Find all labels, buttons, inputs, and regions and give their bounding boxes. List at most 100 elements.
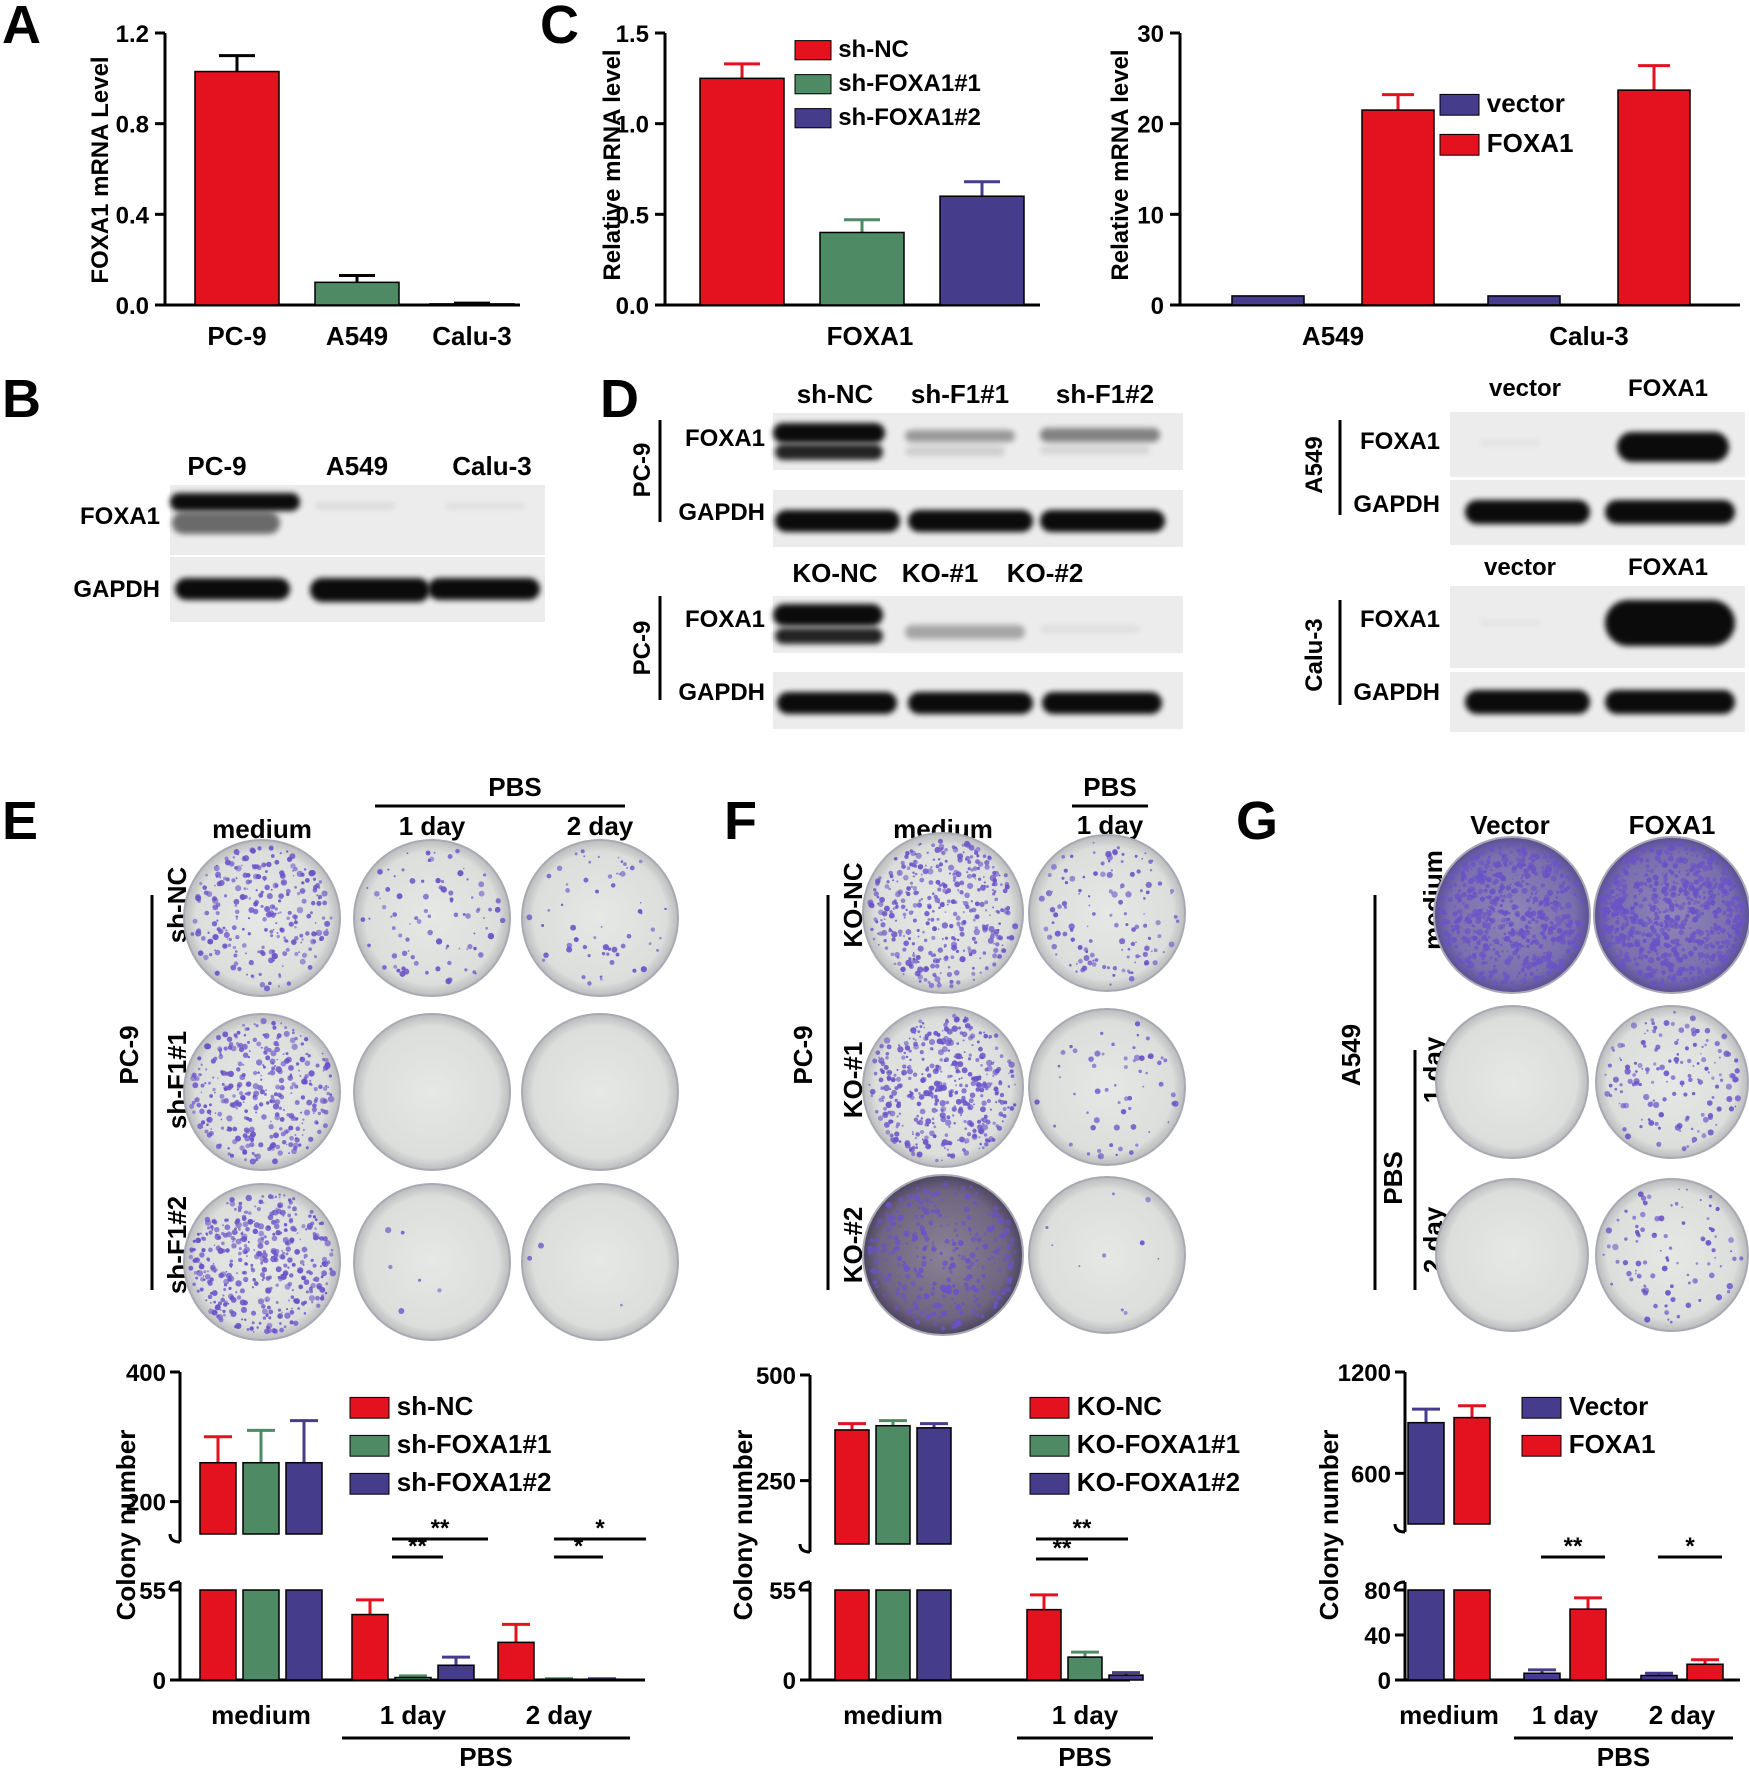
colony-dot [976, 854, 980, 858]
colony-dot [1618, 948, 1621, 951]
colony-dot [993, 947, 999, 953]
colony-dot [947, 1153, 951, 1157]
x-tick-label: 1 day [380, 1700, 447, 1730]
colony-dot [1463, 876, 1468, 880]
colony-dot [204, 1082, 207, 1085]
colony-dot [304, 877, 310, 883]
colony-dot [1707, 903, 1711, 907]
colony-dot [1078, 1265, 1081, 1267]
colony-dot [1486, 876, 1492, 883]
colony-dot [252, 1037, 258, 1043]
side-label: PC-9 [629, 621, 656, 676]
colony-dot [1659, 983, 1666, 989]
colony-dot [977, 1075, 982, 1079]
colony-dot [1653, 1062, 1657, 1066]
colony-dot [888, 928, 893, 933]
colony-dot [981, 1124, 989, 1131]
colony-dot [238, 1201, 243, 1206]
colony-dot [458, 947, 461, 950]
error-bar [247, 1428, 275, 1463]
colony-dot [1055, 953, 1058, 956]
colony-dot [1619, 1083, 1623, 1087]
colony-dot [927, 1089, 933, 1095]
colony-dot [270, 888, 273, 891]
colony-dot [1486, 909, 1489, 912]
colony-dot [315, 929, 323, 937]
colony-dot [1126, 955, 1130, 959]
colony-dot [282, 1108, 286, 1112]
colony-dot [1646, 877, 1652, 883]
bar-FOXA1 [1361, 109, 1435, 306]
colony-dot [305, 1146, 309, 1150]
colony-dot [208, 1230, 213, 1235]
colony-dot [909, 1090, 912, 1093]
legend-label: sh-FOXA1#2 [397, 1467, 552, 1497]
colony-dot [948, 1090, 953, 1095]
colony-dot [208, 952, 213, 957]
colony-dot [453, 912, 459, 918]
colony-dot [212, 933, 219, 941]
colony-dot [1625, 919, 1630, 923]
colony-dot [915, 1025, 918, 1029]
colony-dot [1673, 1056, 1680, 1063]
colony-dot [941, 1042, 945, 1045]
colony-dot [920, 1117, 924, 1120]
colony-dot [1650, 1018, 1655, 1022]
colony-dot [392, 912, 398, 917]
colony-dot [222, 943, 228, 949]
colony-dot [1465, 861, 1469, 864]
colony-dot [299, 933, 304, 938]
colony-dot [1689, 1015, 1696, 1022]
colony-dot [620, 860, 624, 863]
colony-dot [1700, 1052, 1702, 1055]
colony-dot [427, 929, 433, 936]
colony-dot [224, 1224, 231, 1231]
colony-dot [1618, 1102, 1621, 1105]
colony-dot [328, 1074, 332, 1078]
colony-dot [485, 926, 489, 930]
colony-dot [1446, 942, 1452, 948]
colony-dot [246, 973, 249, 976]
colony-dot [992, 1061, 995, 1064]
colony-dot [1506, 950, 1509, 953]
bar-sh-FOXA1#1 [540, 1678, 578, 1682]
colony-dot [303, 1253, 308, 1258]
colony-dot [222, 1031, 229, 1038]
colony-dot [1464, 903, 1470, 909]
colony-dot [1638, 953, 1645, 960]
colony-dot [263, 1046, 269, 1051]
colony-dot [1666, 1080, 1668, 1083]
colony-dot [957, 1061, 964, 1068]
colony-dot [976, 866, 981, 871]
colony-dot [1547, 929, 1554, 935]
colony-dot [435, 877, 441, 884]
colony-dot [1134, 1021, 1141, 1027]
colony-dot [1678, 870, 1681, 874]
colony-dot [1500, 943, 1503, 947]
colony-dot [949, 979, 954, 984]
colony-dot [1512, 949, 1518, 956]
colony-dot [942, 1266, 946, 1270]
colony-dot [221, 1241, 225, 1246]
colony-dot [1639, 881, 1644, 887]
colony-dot [1144, 960, 1150, 966]
colony-dot [941, 1029, 944, 1032]
colony-dot [931, 1107, 937, 1113]
colony-dot [588, 860, 592, 864]
colony-dot [906, 886, 911, 891]
colony-dot [906, 1309, 912, 1315]
colony-dot [981, 1286, 985, 1290]
colony-dot [922, 868, 929, 875]
colony-dot [924, 1122, 929, 1127]
colony-dot [935, 1064, 940, 1069]
colony-dot [955, 949, 960, 953]
colony-dot [314, 1218, 318, 1222]
colony-dot [1646, 1029, 1649, 1032]
colony-dot [893, 1136, 899, 1143]
colony-dot [309, 1209, 314, 1214]
colony-dot [273, 1132, 279, 1139]
error-bar [1071, 1650, 1099, 1658]
colony-dot [939, 1058, 943, 1062]
colony-dot [268, 1316, 272, 1320]
colony-dot [1577, 934, 1583, 940]
